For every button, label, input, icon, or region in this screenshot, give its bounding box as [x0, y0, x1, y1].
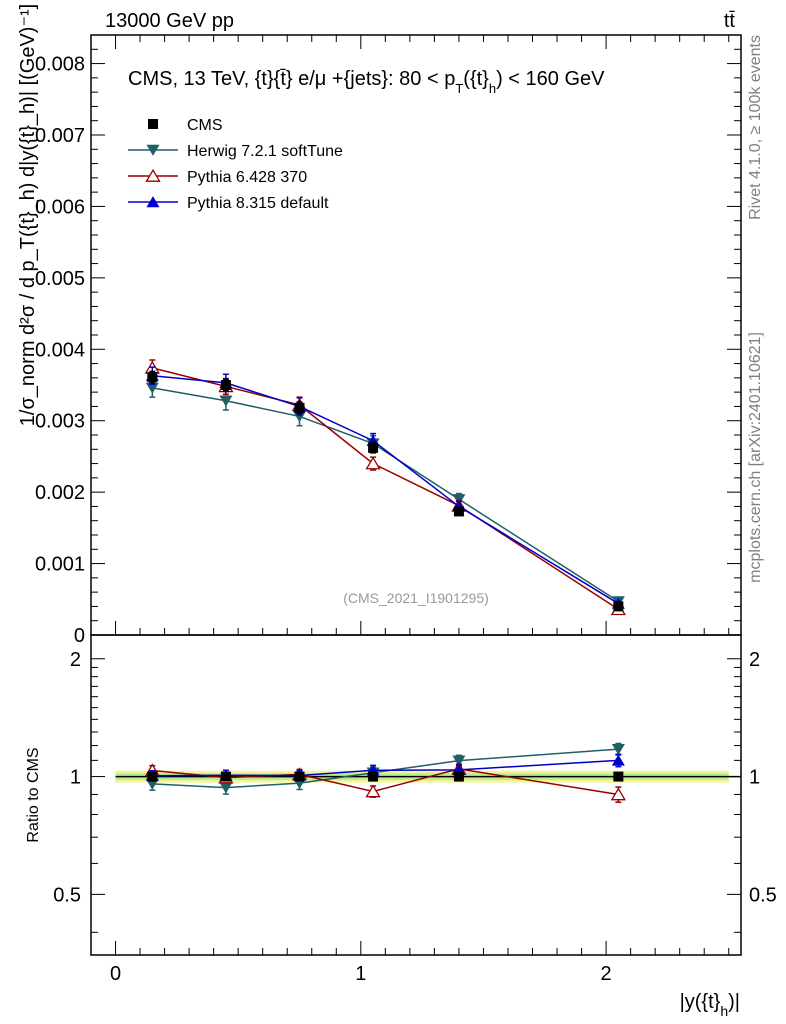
ratio-point-herwig-7-2-1-softtune — [452, 755, 466, 767]
main-point-cms — [147, 372, 158, 383]
title-part: ({t} — [463, 68, 489, 90]
xlabel-part: h — [720, 1003, 728, 1019]
main-point-cms — [294, 402, 305, 413]
main-point-cms — [613, 601, 624, 612]
process-label: tt̄ — [724, 10, 736, 32]
ratio-axis-ticks: 2 2 1 1 0.5 0.5 0 1 2 — [53, 649, 777, 985]
main-y-tick-label: 0.005 — [35, 268, 85, 290]
main-y-tick-label: 0.006 — [35, 196, 85, 218]
legend-entry-pythia-6-428-370: Pythia 6.428 370 — [187, 169, 307, 186]
x-axis-label: |y({t}h)| — [680, 991, 740, 1019]
ratio-point-herwig-7-2-1-softtune — [219, 782, 233, 794]
main-y-axis-label: 1/σ_norm d²σ / d p_T({t}_h) d|y({t}_h)| … — [17, 4, 39, 426]
main-y-tick-label: 0.007 — [35, 125, 85, 147]
ratio-point-pythia-8-315-default — [611, 754, 625, 766]
main-line-herwig-7-2-1-softtune — [152, 387, 619, 603]
ratio-line-pythia-8-315-default — [152, 759, 619, 777]
analysis-reference: (CMS_2021_I1901295) — [343, 590, 489, 606]
main-series-group — [144, 359, 626, 616]
ratio-y-tick-label-right: 0.5 — [749, 884, 777, 906]
ratio-point-cms — [294, 771, 305, 782]
energy-label: 13000 GeV pp — [105, 10, 234, 32]
xlabel-part: )| — [728, 991, 740, 1013]
ratio-point-cms — [613, 771, 624, 782]
rivet-version-label: Rivet 4.1.0, ≥ 100k events — [747, 35, 764, 220]
main-axis-ticks: 0.008 0.007 0.006 0.005 0.004 0.003 0.002 0.001… — [35, 34, 741, 647]
title-part: T — [455, 81, 463, 96]
ratio-series-group — [144, 742, 626, 803]
ratio-point-cms — [147, 771, 158, 782]
ratio-plot-frame — [90, 634, 742, 956]
ratio-series-cms — [147, 771, 624, 782]
main-point-pythia-6-428-370 — [365, 456, 381, 470]
main-line-pythia-6-428-370 — [152, 367, 619, 610]
ratio-point-pythia-6-428-370 — [610, 787, 626, 801]
title-part: ) < 160 GeV — [496, 68, 605, 90]
title-part: h — [489, 81, 496, 96]
legend-marker-pythia-6-428-370 — [145, 168, 161, 182]
main-point-herwig-7-2-1-softtune — [145, 382, 159, 394]
main-series-pythia-6-428-370 — [144, 359, 626, 616]
ratio-point-cms — [220, 771, 231, 782]
ratio-series-pythia-6-428-370 — [144, 761, 626, 803]
ratio-line-pythia-6-428-370 — [152, 768, 619, 796]
mcplots-label: mcplots.cern.ch [arXiv:2401.10621] — [747, 332, 764, 583]
ratio-y-axis-label: Ratio to CMS — [25, 747, 42, 842]
main-y-tick-label: 0 — [74, 625, 85, 647]
main-y-tick-label: 0.004 — [35, 339, 85, 361]
ratio-y-tick-label: 0.5 — [53, 884, 81, 906]
ratio-point-pythia-6-428-370 — [365, 784, 381, 798]
main-point-herwig-7-2-1-softtune — [219, 395, 233, 407]
main-y-tick-label: 0.003 — [35, 411, 85, 433]
x-tick-label: 1 — [355, 963, 366, 985]
legend-marker-cms — [148, 119, 158, 129]
legend-marker-herwig-7-2-1-softtune — [146, 144, 160, 156]
ratio-point-cms — [368, 771, 379, 782]
main-point-cms — [368, 442, 379, 453]
ratio-y-tick-label: 2 — [70, 649, 81, 671]
main-y-tick-label: 0.002 — [35, 482, 85, 504]
legend-entry-cms: CMS — [187, 117, 223, 134]
title-part: CMS, 13 TeV, {t}{t̄} e/μ +{jets}: 80 < p — [128, 68, 455, 90]
main-point-cms — [220, 380, 231, 390]
legend: CMS Herwig 7.2.1 softTune Pythia 6.428 370… — [128, 117, 343, 212]
main-point-herwig-7-2-1-softtune — [292, 411, 306, 423]
ratio-line-herwig-7-2-1-softtune — [152, 748, 619, 789]
legend-entry-pythia-8-315-default: Pythia 8.315 default — [187, 195, 329, 212]
main-series-pythia-8-315-default — [145, 366, 625, 609]
ratio-y-tick-label: 1 — [70, 767, 81, 789]
legend-marker-pythia-8-315-default — [146, 196, 160, 208]
ratio-point-cms — [453, 771, 464, 782]
main-y-tick-label: 0.001 — [35, 554, 85, 576]
ratio-y-tick-label-right: 2 — [749, 649, 760, 671]
x-tick-label: 0 — [110, 963, 121, 985]
xlabel-part: |y({t} — [680, 991, 721, 1013]
ratio-series-herwig-7-2-1-softtune — [145, 742, 625, 795]
main-series-herwig-7-2-1-softtune — [145, 377, 625, 608]
main-point-cms — [453, 506, 464, 517]
x-tick-label: 2 — [601, 963, 612, 985]
chart-title: CMS, 13 TeV, {t}{t̄} e/μ +{jets}: 80 < p… — [128, 68, 605, 96]
main-series-cms — [147, 370, 624, 612]
legend-entry-herwig-7-2-1-softtune: Herwig 7.2.1 softTune — [187, 143, 343, 160]
main-line-pythia-8-315-default — [152, 374, 619, 605]
ratio-y-tick-label-right: 1 — [749, 767, 760, 789]
main-y-tick-label: 0.008 — [35, 54, 85, 76]
ratio-point-herwig-7-2-1-softtune — [611, 743, 625, 756]
